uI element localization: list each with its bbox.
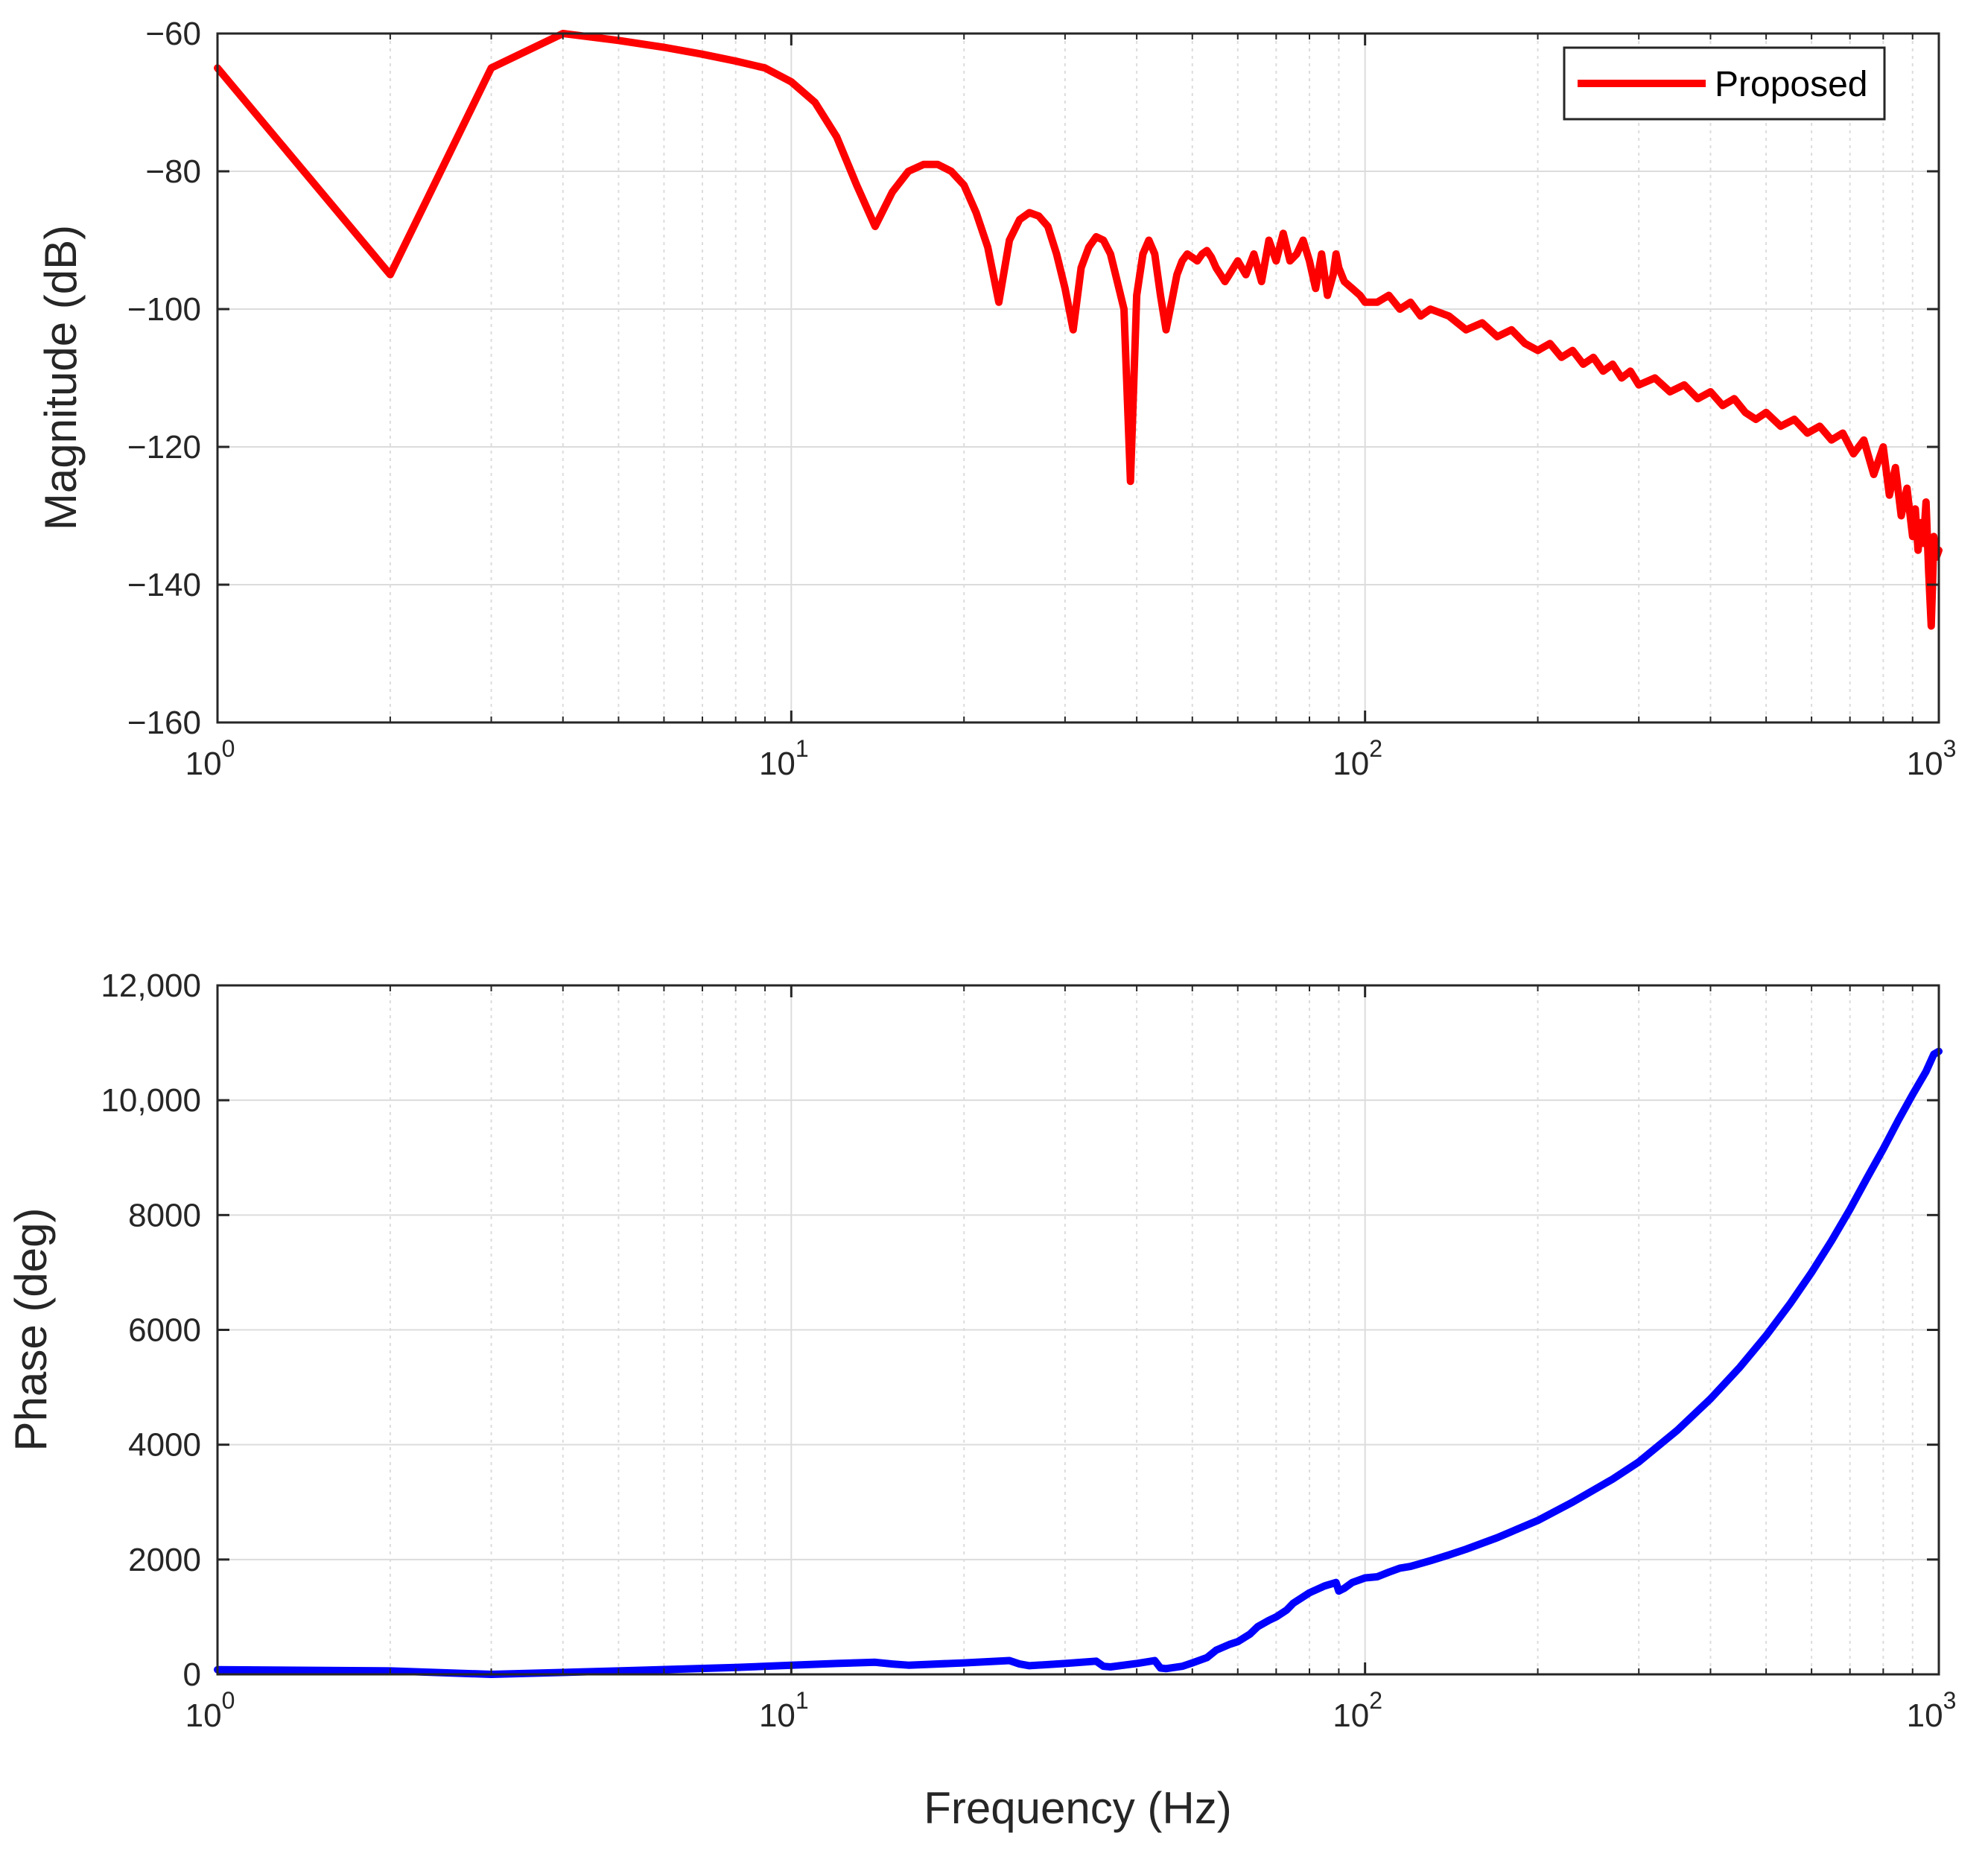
phase-series-group <box>214 1047 1943 1678</box>
phase-y-tick-label: 0 <box>183 1656 201 1693</box>
magnitude-x-tick-label: 100 <box>185 735 235 782</box>
magnitude-axes: 100 101 102 103 −160 −140 −120 −100 −80 −60 Magni… <box>36 16 1956 782</box>
magnitude-y-tick-label: −160 <box>127 705 201 741</box>
phase-x-tick-label: 102 <box>1333 1687 1382 1734</box>
magnitude-axes-frame <box>216 32 1940 724</box>
magnitude-series-group <box>214 30 1943 630</box>
legend-label-proposed: Proposed <box>1715 65 1867 104</box>
phase-y-tick-label: 4000 <box>128 1427 201 1464</box>
legend: Proposed <box>1563 46 1886 121</box>
magnitude-y-tick-label: −80 <box>145 153 201 190</box>
phase-x-tick-label: 103 <box>1907 1687 1957 1734</box>
phase-y-tick-label: 10,000 <box>101 1082 201 1119</box>
phase-x-tick-label: 100 <box>185 1687 235 1734</box>
phase-ticks: 100 101 102 103 0 2000 4000 6000 8000 10,000 12,00… <box>101 968 1956 1734</box>
phase-axes: 100 101 102 103 0 2000 4000 6000 8000 10,000 12,00… <box>6 968 1956 1833</box>
magnitude-x-tick-label: 102 <box>1333 735 1382 782</box>
phase-y-tick-label: 6000 <box>128 1312 201 1349</box>
magnitude-y-tick-label: −140 <box>127 567 201 603</box>
magnitude-y-tick-label: −100 <box>127 291 201 328</box>
magnitude-y-axis-label: Magnitude (dB) <box>36 225 86 530</box>
x-axis-label: Frequency (Hz) <box>924 1783 1231 1833</box>
phase-series-line <box>214 1047 1943 1678</box>
phase-y-tick-label: 8000 <box>128 1197 201 1233</box>
phase-y-axis-label: Phase (deg) <box>6 1208 56 1452</box>
phase-y-tick-label: 2000 <box>128 1542 201 1578</box>
magnitude-plot-area <box>217 34 1939 722</box>
magnitude-y-tick-label: −60 <box>145 16 201 52</box>
phase-x-tick-label: 101 <box>759 1687 809 1734</box>
magnitude-series-line <box>214 30 1943 630</box>
magnitude-x-tick-label: 101 <box>759 735 809 782</box>
magnitude-x-tick-label: 103 <box>1907 735 1957 782</box>
magnitude-y-tick-label: −120 <box>127 429 201 466</box>
phase-y-tick-label: 12,000 <box>101 968 201 1004</box>
magnitude-ticks: 100 101 102 103 −160 −140 −120 −100 −80 −60 <box>127 16 1956 782</box>
